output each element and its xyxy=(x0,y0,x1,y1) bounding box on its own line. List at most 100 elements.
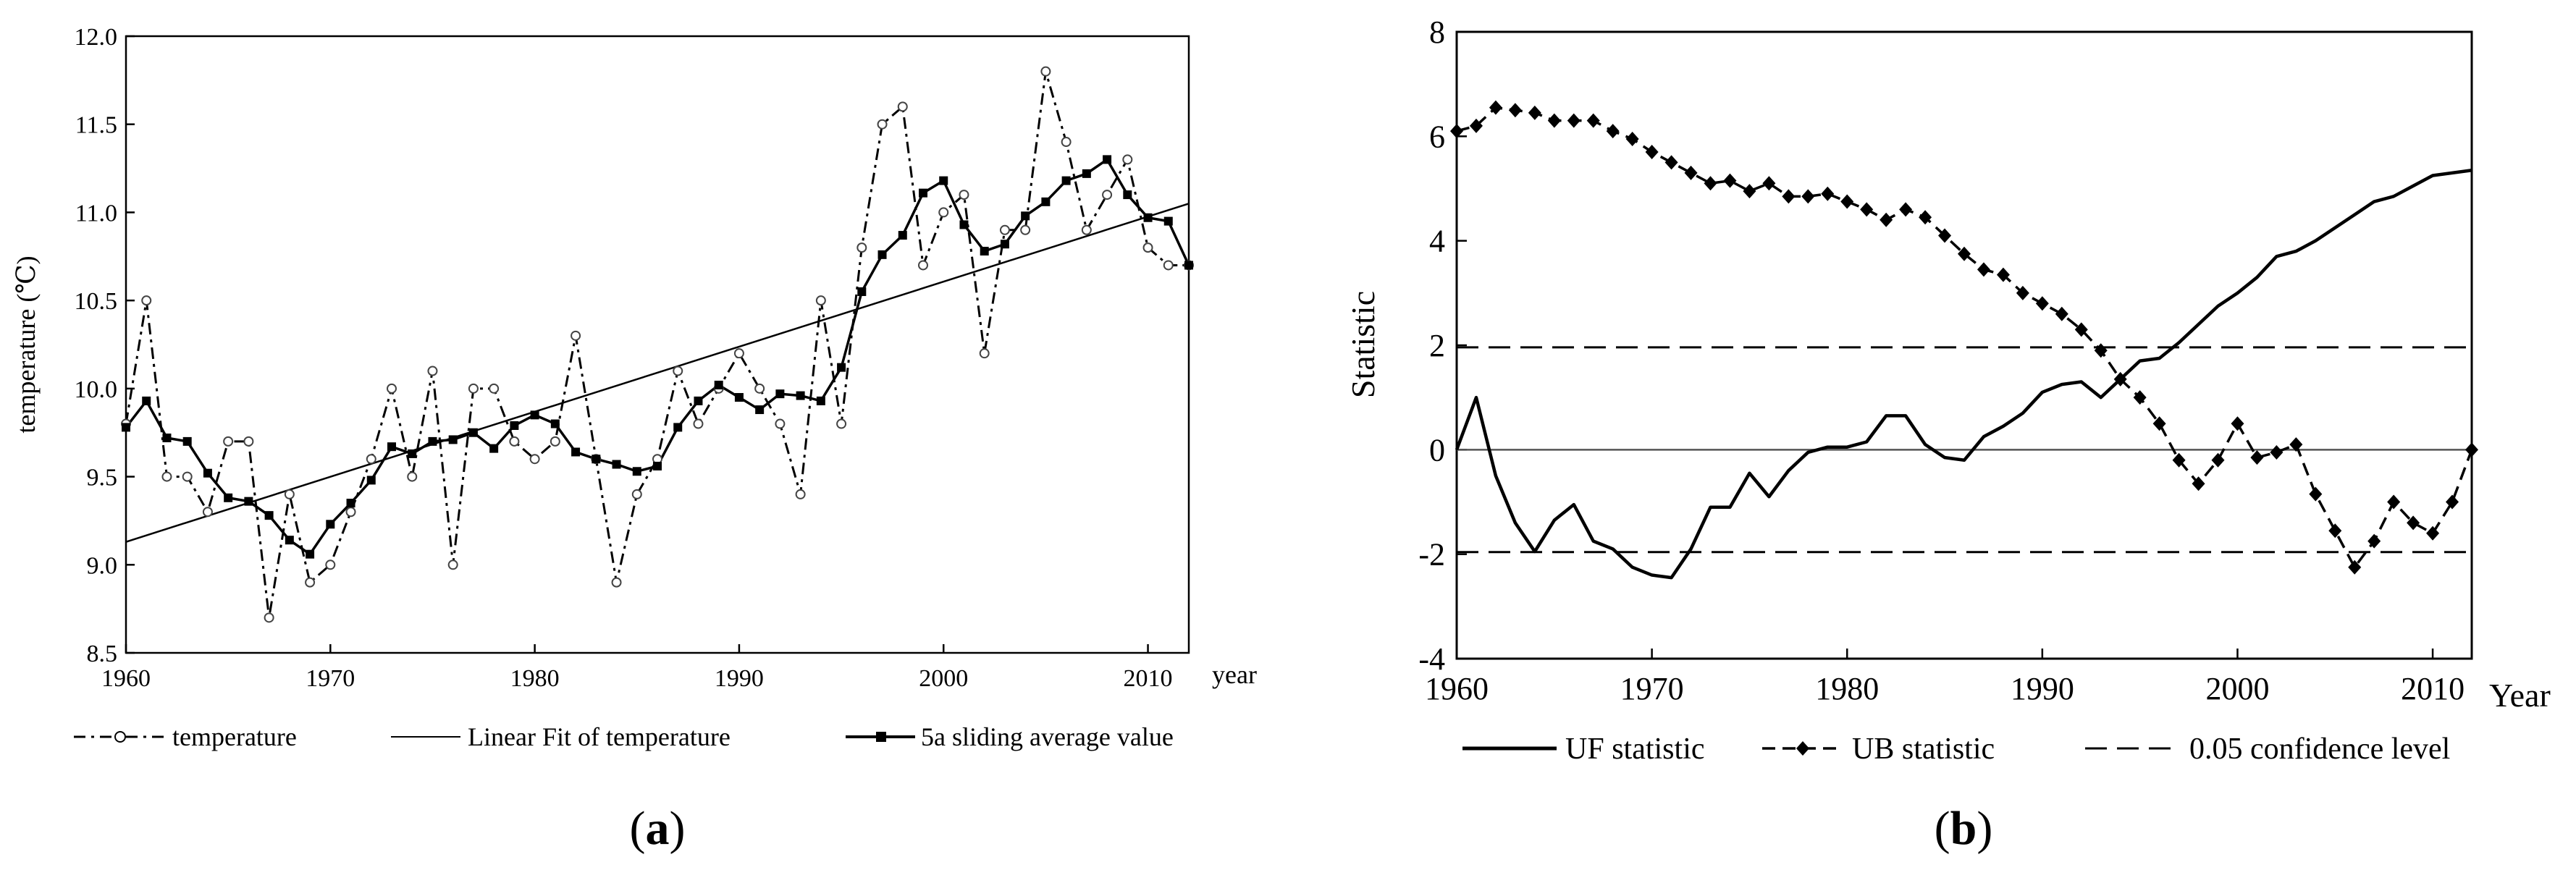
chart-a-temperature-point xyxy=(795,489,806,499)
chart-a-sliding-average-point xyxy=(1184,261,1193,270)
chart-a-sliding-average-point xyxy=(489,444,499,453)
chart-a-temperature-point xyxy=(1061,137,1072,148)
chart-b-ub-point xyxy=(1899,202,1913,217)
chart-a-temperature-point xyxy=(1122,154,1133,165)
chart-a-sliding-average-point xyxy=(837,363,846,372)
chart-b-ub-point xyxy=(1704,176,1717,191)
chart-b-ub-point xyxy=(1743,184,1756,199)
chart-a: 1960 1970 1980 1990 2000 2010 8.5 9.0 9.5 10.0 10… xyxy=(12,24,1257,855)
chart-a-sliding-average-point xyxy=(919,188,927,198)
chart-a-temperature-point xyxy=(938,207,949,218)
chart-b-ub-point xyxy=(2152,416,2166,431)
chart-a-sliding-average-point xyxy=(162,434,172,443)
chart-a-sliding-average-point xyxy=(468,428,478,437)
chart-a-sliding-average-point xyxy=(959,220,969,229)
chart-a-sliding-average-point xyxy=(203,468,212,478)
chart-b-panel-label: (b) xyxy=(1935,802,1993,855)
chart-a-temperature-point xyxy=(1020,224,1031,235)
chart-b-ub-point xyxy=(2211,452,2225,468)
chart-a-sliding-average-point xyxy=(673,423,683,432)
a-y-tick-label-0: 8.5 xyxy=(87,641,118,667)
chart-b-ub-point xyxy=(1547,113,1561,128)
chart-b-ub-point xyxy=(1586,113,1600,128)
chart-a-sliding-average-point xyxy=(1123,190,1132,200)
chart-a-sliding-average-point xyxy=(1143,213,1153,222)
b-y-tick-label-0: -4 xyxy=(1418,641,1445,677)
chart-a-sliding-average-point xyxy=(857,287,867,296)
b-y-tick-label-4: 4 xyxy=(1429,224,1445,259)
chart-a-temperature-point xyxy=(775,418,786,429)
a-x-tick-label-1: 1970 xyxy=(306,665,355,692)
chart-b-ub-point xyxy=(1450,124,1463,139)
chart-b-ub-point xyxy=(2465,442,2478,457)
chart-a-legend-label-sliding-average: 5a sliding average value xyxy=(921,722,1174,751)
chart-a-temperature-point xyxy=(631,489,642,499)
a-y-tick-label-6: 11.5 xyxy=(75,112,117,139)
chart-b-ub-point xyxy=(1567,113,1580,128)
chart-a-temperature-point xyxy=(1081,224,1092,235)
chart-b-ub-point xyxy=(2113,371,2127,387)
chart-a-sliding-average-point xyxy=(571,447,581,457)
chart-a-temperature-point xyxy=(1142,242,1153,253)
chart-a-sliding-average-point xyxy=(306,549,315,559)
chart-b-ub-point xyxy=(2016,285,2029,300)
chart-a-temperature-point xyxy=(489,383,500,394)
chart-b-ticks xyxy=(1455,30,2434,660)
chart-b-ub-point xyxy=(2328,523,2342,539)
chart-b-ub-point xyxy=(1606,124,1620,139)
chart-a-temperature-point xyxy=(754,383,765,394)
b-x-tick-label-2: 1980 xyxy=(1815,671,1879,706)
a-y-tick-label-4: 10.5 xyxy=(75,288,118,315)
chart-a-y-tick-labels: 8.5 9.0 9.5 10.0 10.5 11.0 11.5 12.0 xyxy=(75,24,118,667)
chart-a-sliding-average-point xyxy=(550,419,560,428)
chart-a-sliding-average-point xyxy=(448,435,458,444)
chart-b-ub-point xyxy=(2231,416,2244,431)
chart-a-sliding-average-point xyxy=(1000,240,1009,249)
chart-b-ub-point xyxy=(2289,437,2303,452)
a-y-tick-label-7: 12.0 xyxy=(75,24,118,51)
chart-b-ub-point xyxy=(1801,189,1815,204)
b-y-tick-label-6: 8 xyxy=(1429,14,1445,50)
chart-a-temperature-point xyxy=(815,295,826,306)
chart-a-temperature-point xyxy=(223,436,234,447)
chart-b-ub-point xyxy=(2387,494,2401,510)
chart-a-sliding-average-point xyxy=(1103,155,1112,164)
chart-b-ub-point xyxy=(1469,118,1483,133)
chart-a-temperature-point xyxy=(571,330,581,341)
chart-a-sliding-average-point xyxy=(632,467,641,476)
chart-a-temperature-point xyxy=(529,454,540,465)
chart-b-ub-point xyxy=(2270,444,2284,460)
chart-b-ub-point xyxy=(1762,176,1776,191)
chart-b-ub-point xyxy=(2250,450,2264,465)
chart-b-ub-point xyxy=(1489,100,1502,115)
chart-b-legend-item-ub: UB statistic xyxy=(1762,732,1995,766)
b-x-tick-label-1: 1970 xyxy=(1620,671,1684,706)
chart-a-plot-frame xyxy=(125,35,1190,654)
chart-b-y-axis-label: Statistic xyxy=(1344,291,1381,398)
a-x-tick-label-2: 1980 xyxy=(510,665,560,692)
b-y-tick-label-3: 2 xyxy=(1429,328,1445,363)
chart-a-temperature-point xyxy=(877,119,888,130)
chart-a-sliding-average-point xyxy=(182,436,192,446)
chart-a-sliding-average-point xyxy=(877,250,887,259)
chart-a-temperature-point xyxy=(999,224,1010,235)
chart-a-sliding-average-point xyxy=(816,396,825,405)
chart-b-ub-point xyxy=(1977,262,1990,277)
chart-a-sliding-average-point xyxy=(1163,216,1173,226)
chart-b-legend-item-confidence: 0.05 confidence level xyxy=(2085,732,2450,766)
chart-a-temperature-point xyxy=(161,471,172,482)
chart-b-ub-point xyxy=(1958,246,1971,261)
chart-a-temperature-point xyxy=(202,507,213,518)
chart-a-temperature-point xyxy=(1163,260,1174,271)
chart-a-x-tick-labels: 1960 1970 1980 1990 2000 2010 xyxy=(101,665,1173,692)
chart-a-sliding-average-point xyxy=(1082,169,1091,178)
chart-a-sliding-average-point xyxy=(142,396,151,405)
chart-b-series xyxy=(1450,100,2478,580)
chart-a-sliding-average-point xyxy=(775,389,785,399)
chart-a-series xyxy=(121,66,1194,623)
chart-b-ub-point xyxy=(2192,476,2205,491)
chart-a-temperature-point xyxy=(509,436,520,447)
chart-a-legend: temperature Linear Fit of temperature 5a… xyxy=(74,722,1174,751)
chart-a-temperature-point xyxy=(693,418,704,429)
